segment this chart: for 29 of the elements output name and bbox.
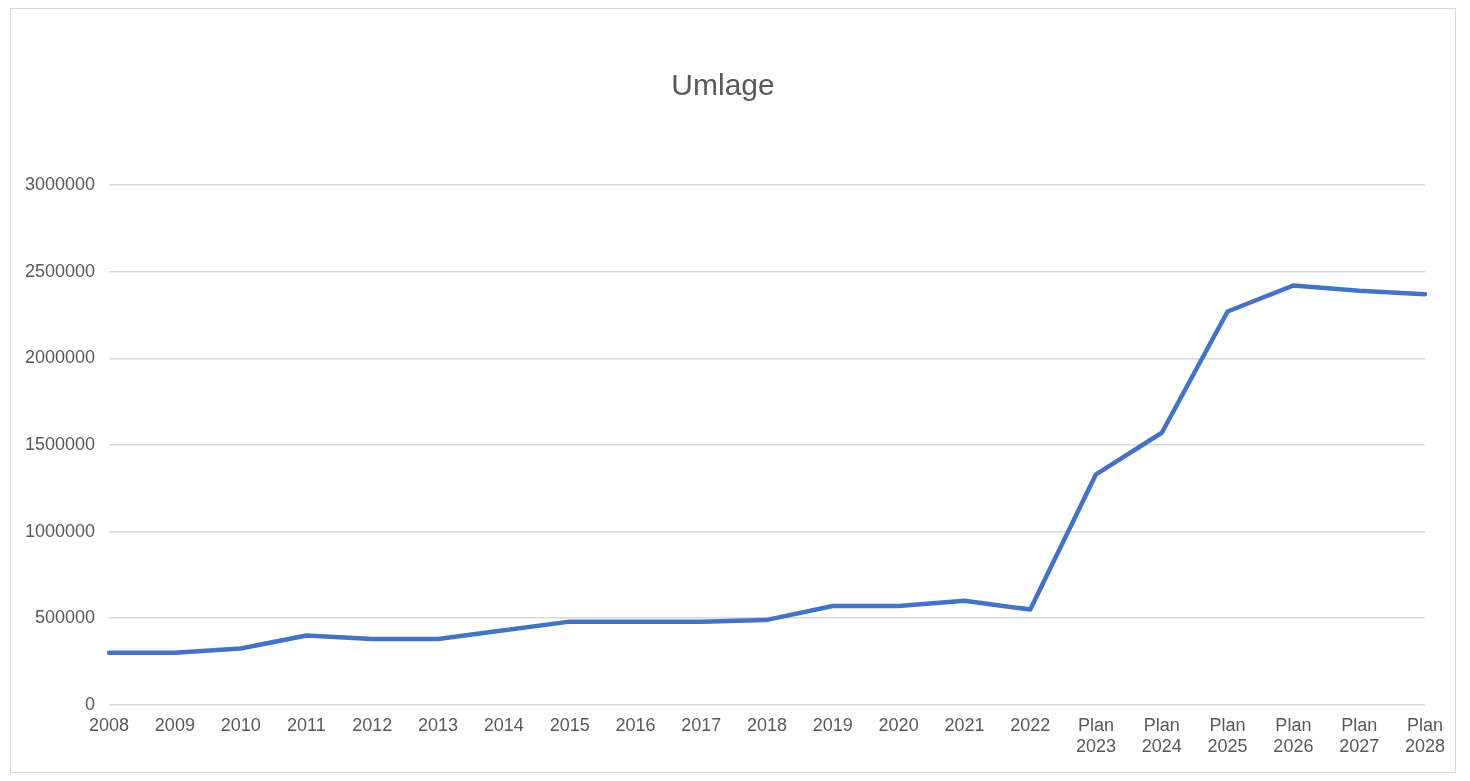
y-tick-label: 2500000 [25, 260, 96, 281]
x-tick-label: 2010 [220, 714, 261, 735]
x-tick-label: Plan 2028 [1404, 714, 1445, 757]
x-tick-label: 2017 [681, 714, 722, 735]
x-tick-label: 2015 [549, 714, 590, 735]
x-tick-label: 2013 [418, 714, 459, 735]
x-tick-label: 2008 [89, 714, 130, 735]
y-tick-label: 1000000 [25, 520, 96, 541]
x-tick-label: 2022 [1010, 714, 1051, 735]
x-tick-label: 2021 [944, 714, 985, 735]
x-tick-label: Plan 2026 [1273, 714, 1314, 757]
x-tick-label: Plan 2025 [1207, 714, 1248, 757]
y-tick-label: 500000 [35, 607, 96, 628]
y-tick-label: 1500000 [25, 433, 96, 454]
x-tick-label: 2020 [878, 714, 919, 735]
x-tick-label: 2009 [154, 714, 195, 735]
chart-title: Umlage [671, 68, 775, 102]
x-tick-label: 2019 [812, 714, 853, 735]
x-tick-label: 2012 [352, 714, 393, 735]
x-tick-label: 2018 [747, 714, 788, 735]
y-tick-label: 2000000 [25, 347, 96, 368]
x-tick-label: Plan 2024 [1141, 714, 1182, 757]
x-tick-label: Plan 2027 [1339, 714, 1380, 757]
x-tick-label: 2014 [483, 714, 524, 735]
y-tick-label: 3000000 [25, 173, 96, 194]
x-tick-label: Plan 2023 [1075, 714, 1117, 757]
x-tick-label: 2011 [287, 714, 326, 735]
y-tick-label: 0 [85, 693, 96, 714]
x-tick-label: 2016 [615, 714, 656, 735]
